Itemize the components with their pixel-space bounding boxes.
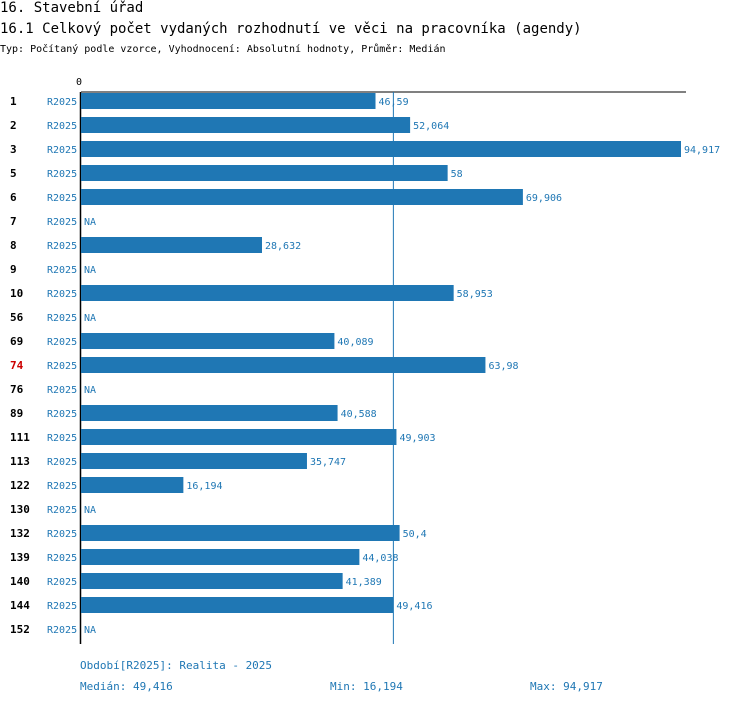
- period-label: R2025: [47, 433, 77, 444]
- value-label: 40,588: [341, 409, 377, 420]
- category-label: 74: [10, 359, 24, 372]
- bar: [81, 357, 486, 373]
- bar: [81, 165, 448, 181]
- value-label: 46,59: [379, 97, 409, 108]
- value-label: NA: [84, 265, 96, 276]
- period-label: R2025: [47, 505, 77, 516]
- bar: [81, 405, 338, 421]
- bar: [81, 141, 681, 157]
- category-label: 76: [10, 383, 24, 396]
- period-label: R2025: [47, 577, 77, 588]
- value-label: 40,089: [337, 337, 373, 348]
- period-label: R2025: [47, 625, 77, 636]
- value-label: 35,747: [310, 457, 346, 468]
- footer-period: Období[R2025]: Realita - 2025: [80, 659, 273, 672]
- category-label: 2: [10, 119, 17, 132]
- bar: [81, 333, 335, 349]
- bar: [81, 237, 262, 253]
- category-label: 89: [10, 407, 23, 420]
- category-label: 6: [10, 191, 17, 204]
- value-label: 94,917: [684, 145, 720, 156]
- footer-median: Medián: 49,416: [80, 680, 173, 693]
- bar: [81, 549, 360, 565]
- category-label: 152: [10, 623, 30, 636]
- category-label: 1: [10, 95, 17, 108]
- period-label: R2025: [47, 313, 77, 324]
- period-label: R2025: [47, 337, 77, 348]
- category-label: 113: [10, 455, 30, 468]
- bar: [81, 429, 397, 445]
- value-label: 49,903: [399, 433, 435, 444]
- category-label: 9: [10, 263, 17, 276]
- category-label: 56: [10, 311, 24, 324]
- value-label: NA: [84, 313, 96, 324]
- category-label: 8: [10, 239, 17, 252]
- bar: [81, 525, 400, 541]
- bar: [81, 477, 184, 493]
- bar: [81, 597, 394, 613]
- value-label: NA: [84, 217, 96, 228]
- category-label: 139: [10, 551, 30, 564]
- period-label: R2025: [47, 601, 77, 612]
- value-label: 16,194: [186, 481, 222, 492]
- value-label: 69,906: [526, 193, 562, 204]
- value-label: 28,632: [265, 241, 301, 252]
- category-label: 5: [10, 167, 17, 180]
- bar: [81, 189, 523, 205]
- category-label: 7: [10, 215, 17, 228]
- value-label: 50,4: [403, 529, 427, 540]
- bar: [81, 117, 411, 133]
- value-label: NA: [84, 385, 96, 396]
- x-axis-origin-label: 0: [76, 77, 82, 88]
- footer-min: Min: 16,194: [330, 680, 403, 693]
- period-label: R2025: [47, 457, 77, 468]
- category-label: 111: [10, 431, 30, 444]
- period-label: R2025: [47, 217, 77, 228]
- period-label: R2025: [47, 385, 77, 396]
- category-label: 130: [10, 503, 30, 516]
- bar: [81, 285, 454, 301]
- section-title: 16. Stavební úřad: [0, 0, 144, 16]
- chart-subtitle: Typ: Počítaný podle vzorce, Vyhodnocení:…: [0, 44, 446, 55]
- value-label: 58,953: [457, 289, 493, 300]
- chart-title: 16.1 Celkový počet vydaných rozhodnutí v…: [0, 21, 582, 37]
- value-label: 41,389: [346, 577, 382, 588]
- value-label: 58: [451, 169, 463, 180]
- category-label: 132: [10, 527, 30, 540]
- category-label: 10: [10, 287, 23, 300]
- category-label: 69: [10, 335, 23, 348]
- period-label: R2025: [47, 481, 77, 492]
- category-label: 144: [10, 599, 30, 612]
- value-label: 52,064: [413, 121, 449, 132]
- period-label: R2025: [47, 121, 77, 132]
- period-label: R2025: [47, 169, 77, 180]
- period-label: R2025: [47, 265, 77, 276]
- value-label: 44,038: [362, 553, 398, 564]
- footer-max: Max: 94,917: [530, 680, 603, 693]
- bar: [81, 93, 376, 109]
- period-label: R2025: [47, 97, 77, 108]
- value-label: NA: [84, 625, 96, 636]
- period-label: R2025: [47, 529, 77, 540]
- period-label: R2025: [47, 361, 77, 372]
- period-label: R2025: [47, 193, 77, 204]
- value-label: 49,416: [396, 601, 432, 612]
- value-label: NA: [84, 505, 96, 516]
- period-label: R2025: [47, 241, 77, 252]
- period-label: R2025: [47, 409, 77, 420]
- bar: [81, 453, 307, 469]
- period-label: R2025: [47, 553, 77, 564]
- period-label: R2025: [47, 145, 77, 156]
- category-label: 140: [10, 575, 30, 588]
- category-label: 122: [10, 479, 30, 492]
- category-label: 3: [10, 143, 17, 156]
- period-label: R2025: [47, 289, 77, 300]
- bar: [81, 573, 343, 589]
- value-label: 63,98: [488, 361, 518, 372]
